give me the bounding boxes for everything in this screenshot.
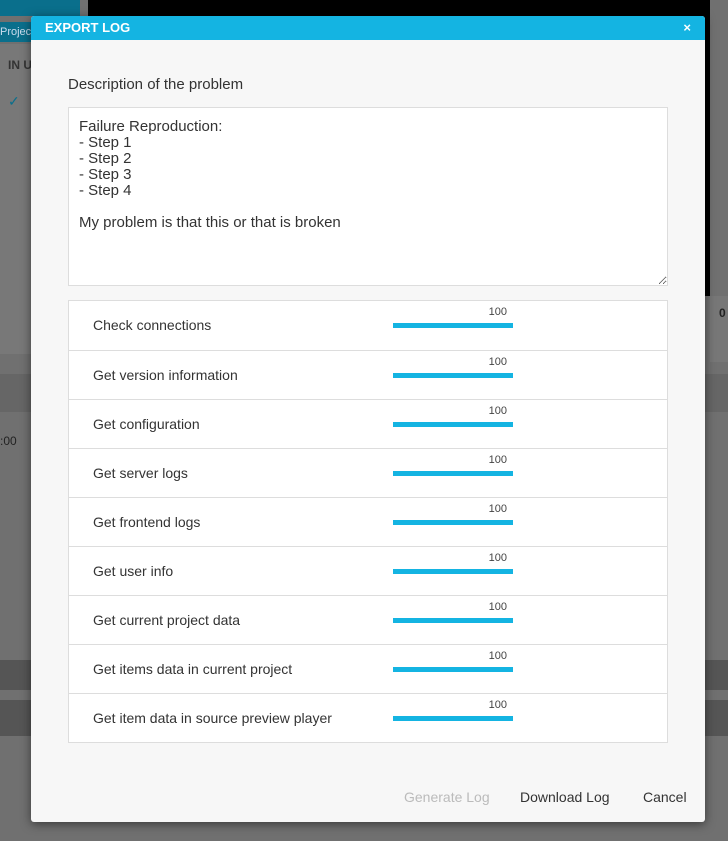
- step-progress-value: 100: [488, 356, 507, 368]
- side-panel: [0, 44, 34, 354]
- progress-fill: [393, 520, 513, 525]
- step-progress-bar: [393, 520, 513, 525]
- step-label: Get frontend logs: [93, 514, 201, 530]
- download-log-button[interactable]: Download Log: [520, 789, 610, 805]
- step-label: Check connections: [93, 317, 212, 333]
- progress-fill: [393, 716, 513, 721]
- step-label: Get user info: [93, 563, 174, 579]
- step-row: Get configuration 100: [69, 399, 667, 448]
- check-icon: ✓: [8, 93, 20, 109]
- step-progress-bar: [393, 471, 513, 476]
- progress-fill: [393, 618, 513, 623]
- step-progress-value: 100: [488, 306, 507, 318]
- description-input[interactable]: [68, 107, 668, 286]
- cancel-button[interactable]: Cancel: [643, 789, 687, 805]
- right-panel: [710, 296, 728, 362]
- export-log-dialog: EXPORT LOG × Description of the problem …: [31, 16, 705, 822]
- project-tab-label[interactable]: Project: [0, 22, 34, 42]
- step-progress-value: 100: [488, 454, 507, 466]
- progress-fill: [393, 422, 513, 427]
- step-label: Get server logs: [93, 465, 188, 481]
- step-progress-value: 100: [488, 650, 507, 662]
- step-progress-value: 100: [488, 503, 507, 515]
- close-icon[interactable]: ×: [683, 20, 691, 35]
- steps-table: Check connections 100 Get version inform…: [68, 300, 668, 743]
- column-header: IN U: [8, 58, 32, 72]
- step-label: Get version information: [93, 367, 238, 383]
- step-progress-bar: [393, 422, 513, 427]
- step-row: Get item data in source preview player 1…: [69, 693, 667, 742]
- step-row: Check connections 100: [69, 301, 667, 350]
- generate-log-button[interactable]: Generate Log: [404, 789, 490, 805]
- step-progress-bar: [393, 618, 513, 623]
- counter: 0: [719, 306, 726, 320]
- progress-fill: [393, 373, 513, 378]
- step-row: Get version information 100: [69, 350, 667, 399]
- step-row: Get items data in current project 100: [69, 644, 667, 693]
- step-label: Get configuration: [93, 416, 200, 432]
- dialog-header: EXPORT LOG ×: [31, 16, 705, 40]
- description-label: Description of the problem: [68, 76, 244, 93]
- progress-fill: [393, 323, 513, 328]
- step-progress-value: 100: [488, 405, 507, 417]
- step-progress-value: 100: [488, 699, 507, 711]
- step-label: Get current project data: [93, 612, 241, 628]
- progress-fill: [393, 667, 513, 672]
- step-progress-bar: [393, 569, 513, 574]
- dialog-title: EXPORT LOG: [45, 20, 131, 35]
- step-row: Get current project data 100: [69, 595, 667, 644]
- step-row: Get user info 100: [69, 546, 667, 595]
- step-progress-bar: [393, 373, 513, 378]
- step-progress-bar: [393, 667, 513, 672]
- step-progress-value: 100: [488, 552, 507, 564]
- progress-fill: [393, 471, 513, 476]
- project-tab: [0, 0, 80, 16]
- step-progress-bar: [393, 716, 513, 721]
- step-progress-value: 100: [488, 601, 507, 613]
- step-progress-bar: [393, 323, 513, 328]
- step-label: Get items data in current project: [93, 661, 293, 677]
- step-row: Get server logs 100: [69, 448, 667, 497]
- step-row: Get frontend logs 100: [69, 497, 667, 546]
- step-label: Get item data in source preview player: [93, 710, 332, 726]
- time-label: :00: [0, 434, 17, 448]
- progress-fill: [393, 569, 513, 574]
